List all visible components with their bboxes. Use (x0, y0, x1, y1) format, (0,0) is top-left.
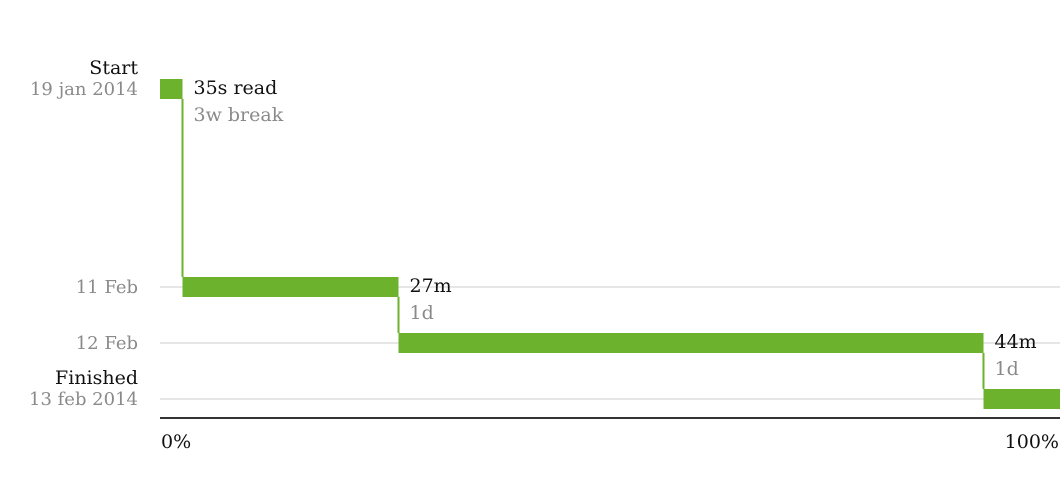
break-label: 3w break (194, 104, 284, 126)
session-bar (183, 277, 399, 297)
duration-label: 35s read (194, 77, 278, 99)
session-bar (160, 79, 183, 99)
axis-layer: 0% 100% (160, 418, 1060, 453)
break-label: 1d (410, 302, 434, 324)
session-bar (984, 389, 1060, 409)
y-tick-label: 19 jan 2014 (30, 79, 138, 100)
y-tick-caption: Start (89, 57, 138, 79)
y-tick-caption: Finished (55, 367, 138, 389)
duration-label: 44m (995, 331, 1037, 353)
y-tick-label: 11 Feb (76, 277, 138, 298)
y-tick-label: 12 Feb (76, 333, 138, 354)
session-bar (399, 333, 984, 353)
duration-label: 27m (410, 275, 452, 297)
x-axis-min-label: 0% (161, 431, 191, 453)
bar-layer (160, 79, 1060, 409)
x-axis-max-label: 100% (1005, 431, 1059, 453)
y-tick-label: 13 feb 2014 (29, 389, 138, 410)
break-label: 1d (995, 358, 1019, 380)
